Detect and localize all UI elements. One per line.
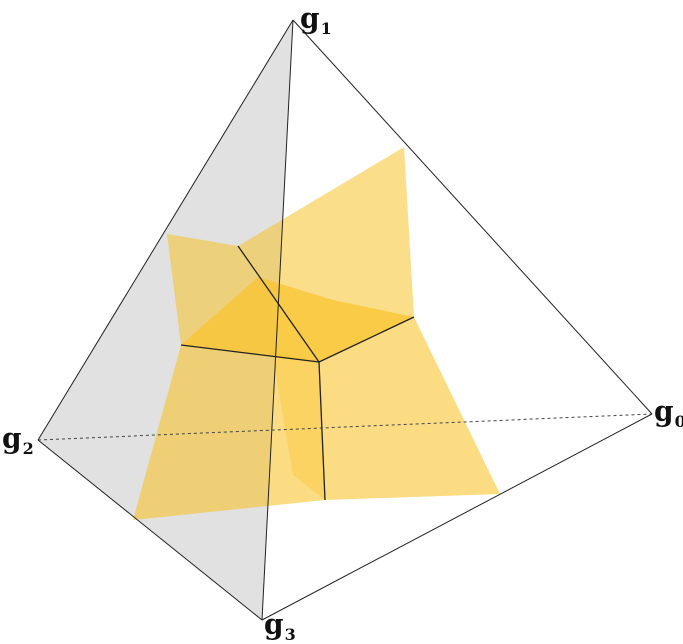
sheet-center-cap (181, 277, 414, 362)
vertex-label-g2: g2 (2, 422, 34, 458)
edge-g2-g0-hidden (37, 413, 653, 441)
edge-g1-g2 (37, 19, 294, 441)
sheet-lower-right (319, 317, 500, 500)
edge-g1-g0 (292, 19, 653, 415)
vertex-label-g0: g0 (654, 395, 683, 431)
vertex-label-g1: g1 (300, 2, 332, 38)
tetrahedron-edges (37, 19, 653, 621)
vertex-label-g3: g3 (264, 608, 296, 644)
edge-g1-g3 (261, 19, 294, 621)
edge-g0-g3 (261, 413, 653, 621)
junction-line-bottom (318, 361, 326, 501)
edge-g2-g3 (37, 439, 263, 621)
sheet-central-stem (272, 352, 325, 500)
junction-line-left (180, 344, 320, 363)
sheet-lower-left (133, 345, 325, 520)
junction-line-right (318, 316, 415, 363)
